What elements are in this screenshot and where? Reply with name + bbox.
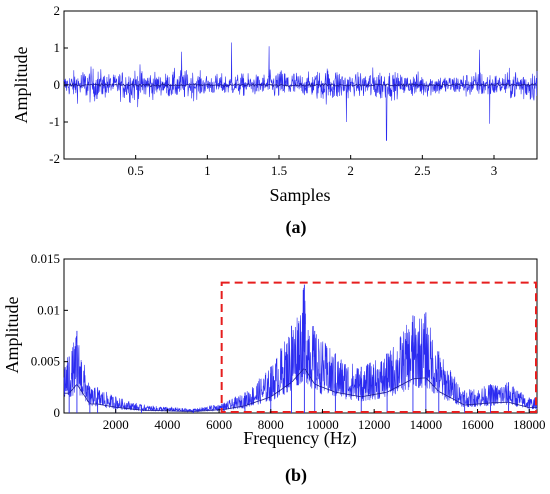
panel-b-y-ticks: 0 0.005 0.01 0.015: [31, 251, 68, 420]
panel-b-x-tick-label: 8000: [258, 417, 284, 432]
panel-b-y-axis-label: Amplitude: [2, 296, 22, 373]
panel-a-y-ticks: -2 -1 0 1 2: [49, 3, 68, 166]
panel-a-x-tick-label: 1.5: [271, 163, 287, 178]
panel-b-x-tick-label: 12000: [358, 417, 391, 432]
panel-a-signal-line: [63, 42, 538, 141]
panel-a-signal-core: [63, 82, 538, 88]
panel-b-y-tick-label: 0.01: [37, 302, 60, 317]
panel-b-y-tick-label: 0.005: [31, 354, 60, 369]
panel-b-caption: (b): [285, 465, 307, 486]
panel-b-highlight-box: [220, 281, 538, 414]
panel-b-spectrum-line: [63, 287, 538, 413]
panel-b-spectrum-core: [64, 368, 537, 413]
panel-a-x-axis-label: Samples: [270, 185, 331, 205]
panel-a-x-tick-label: 2: [347, 163, 354, 178]
panel-a-y-tick-label: 1: [54, 40, 61, 55]
panel-b-x-tick-label: 16000: [461, 417, 494, 432]
panel-b-x-tick-label: 6000: [206, 417, 232, 432]
panel-b-x-tick-label: 14000: [410, 417, 443, 432]
panel-b-y-tick-label: 0: [54, 405, 61, 420]
panel-b-x-tick-label: 10000: [306, 417, 339, 432]
panel-b-x-tick-label: 18000: [513, 417, 546, 432]
panel-b: 2000 4000 6000 8000 10000 12000 14000 16000 1800…: [2, 251, 545, 486]
panel-a-y-tick-label: -2: [49, 151, 60, 166]
panel-a-x-tick-label: 0.5: [128, 163, 144, 178]
panel-a-y-tick-label: 0: [54, 77, 61, 92]
panel-a-y-axis-label: Amplitude: [11, 46, 31, 123]
panel-a-x-ticks: 0.5 1 1.5 2 2.5 3: [128, 155, 498, 178]
panel-b-x-axis-label: Frequency (Hz): [243, 428, 356, 449]
panel-a-y-tick-label: 2: [54, 3, 61, 18]
panel-a-caption: (a): [286, 217, 307, 238]
panel-a-x-tick-label: 2.5: [414, 163, 430, 178]
panel-b-y-tick-label: 0.015: [31, 251, 60, 266]
panel-a-signal-series: [63, 42, 538, 141]
panel-a-x-tick-label: 3: [491, 163, 498, 178]
panel-a: 0.5 1 1.5 2 2.5 3 -2 -1 0 1 2 Samples Amplitude (…: [11, 3, 538, 238]
panel-b-x-tick-label: 4000: [154, 417, 180, 432]
panel-b-spectrum-series: [63, 284, 538, 413]
panel-a-x-tick-label: 1: [204, 163, 211, 178]
panel-b-x-ticks: 2000 4000 6000 8000 10000 12000 14000 16000 1800…: [103, 409, 546, 432]
panel-b-x-tick-label: 2000: [103, 417, 129, 432]
panel-a-y-tick-label: -1: [49, 114, 60, 129]
